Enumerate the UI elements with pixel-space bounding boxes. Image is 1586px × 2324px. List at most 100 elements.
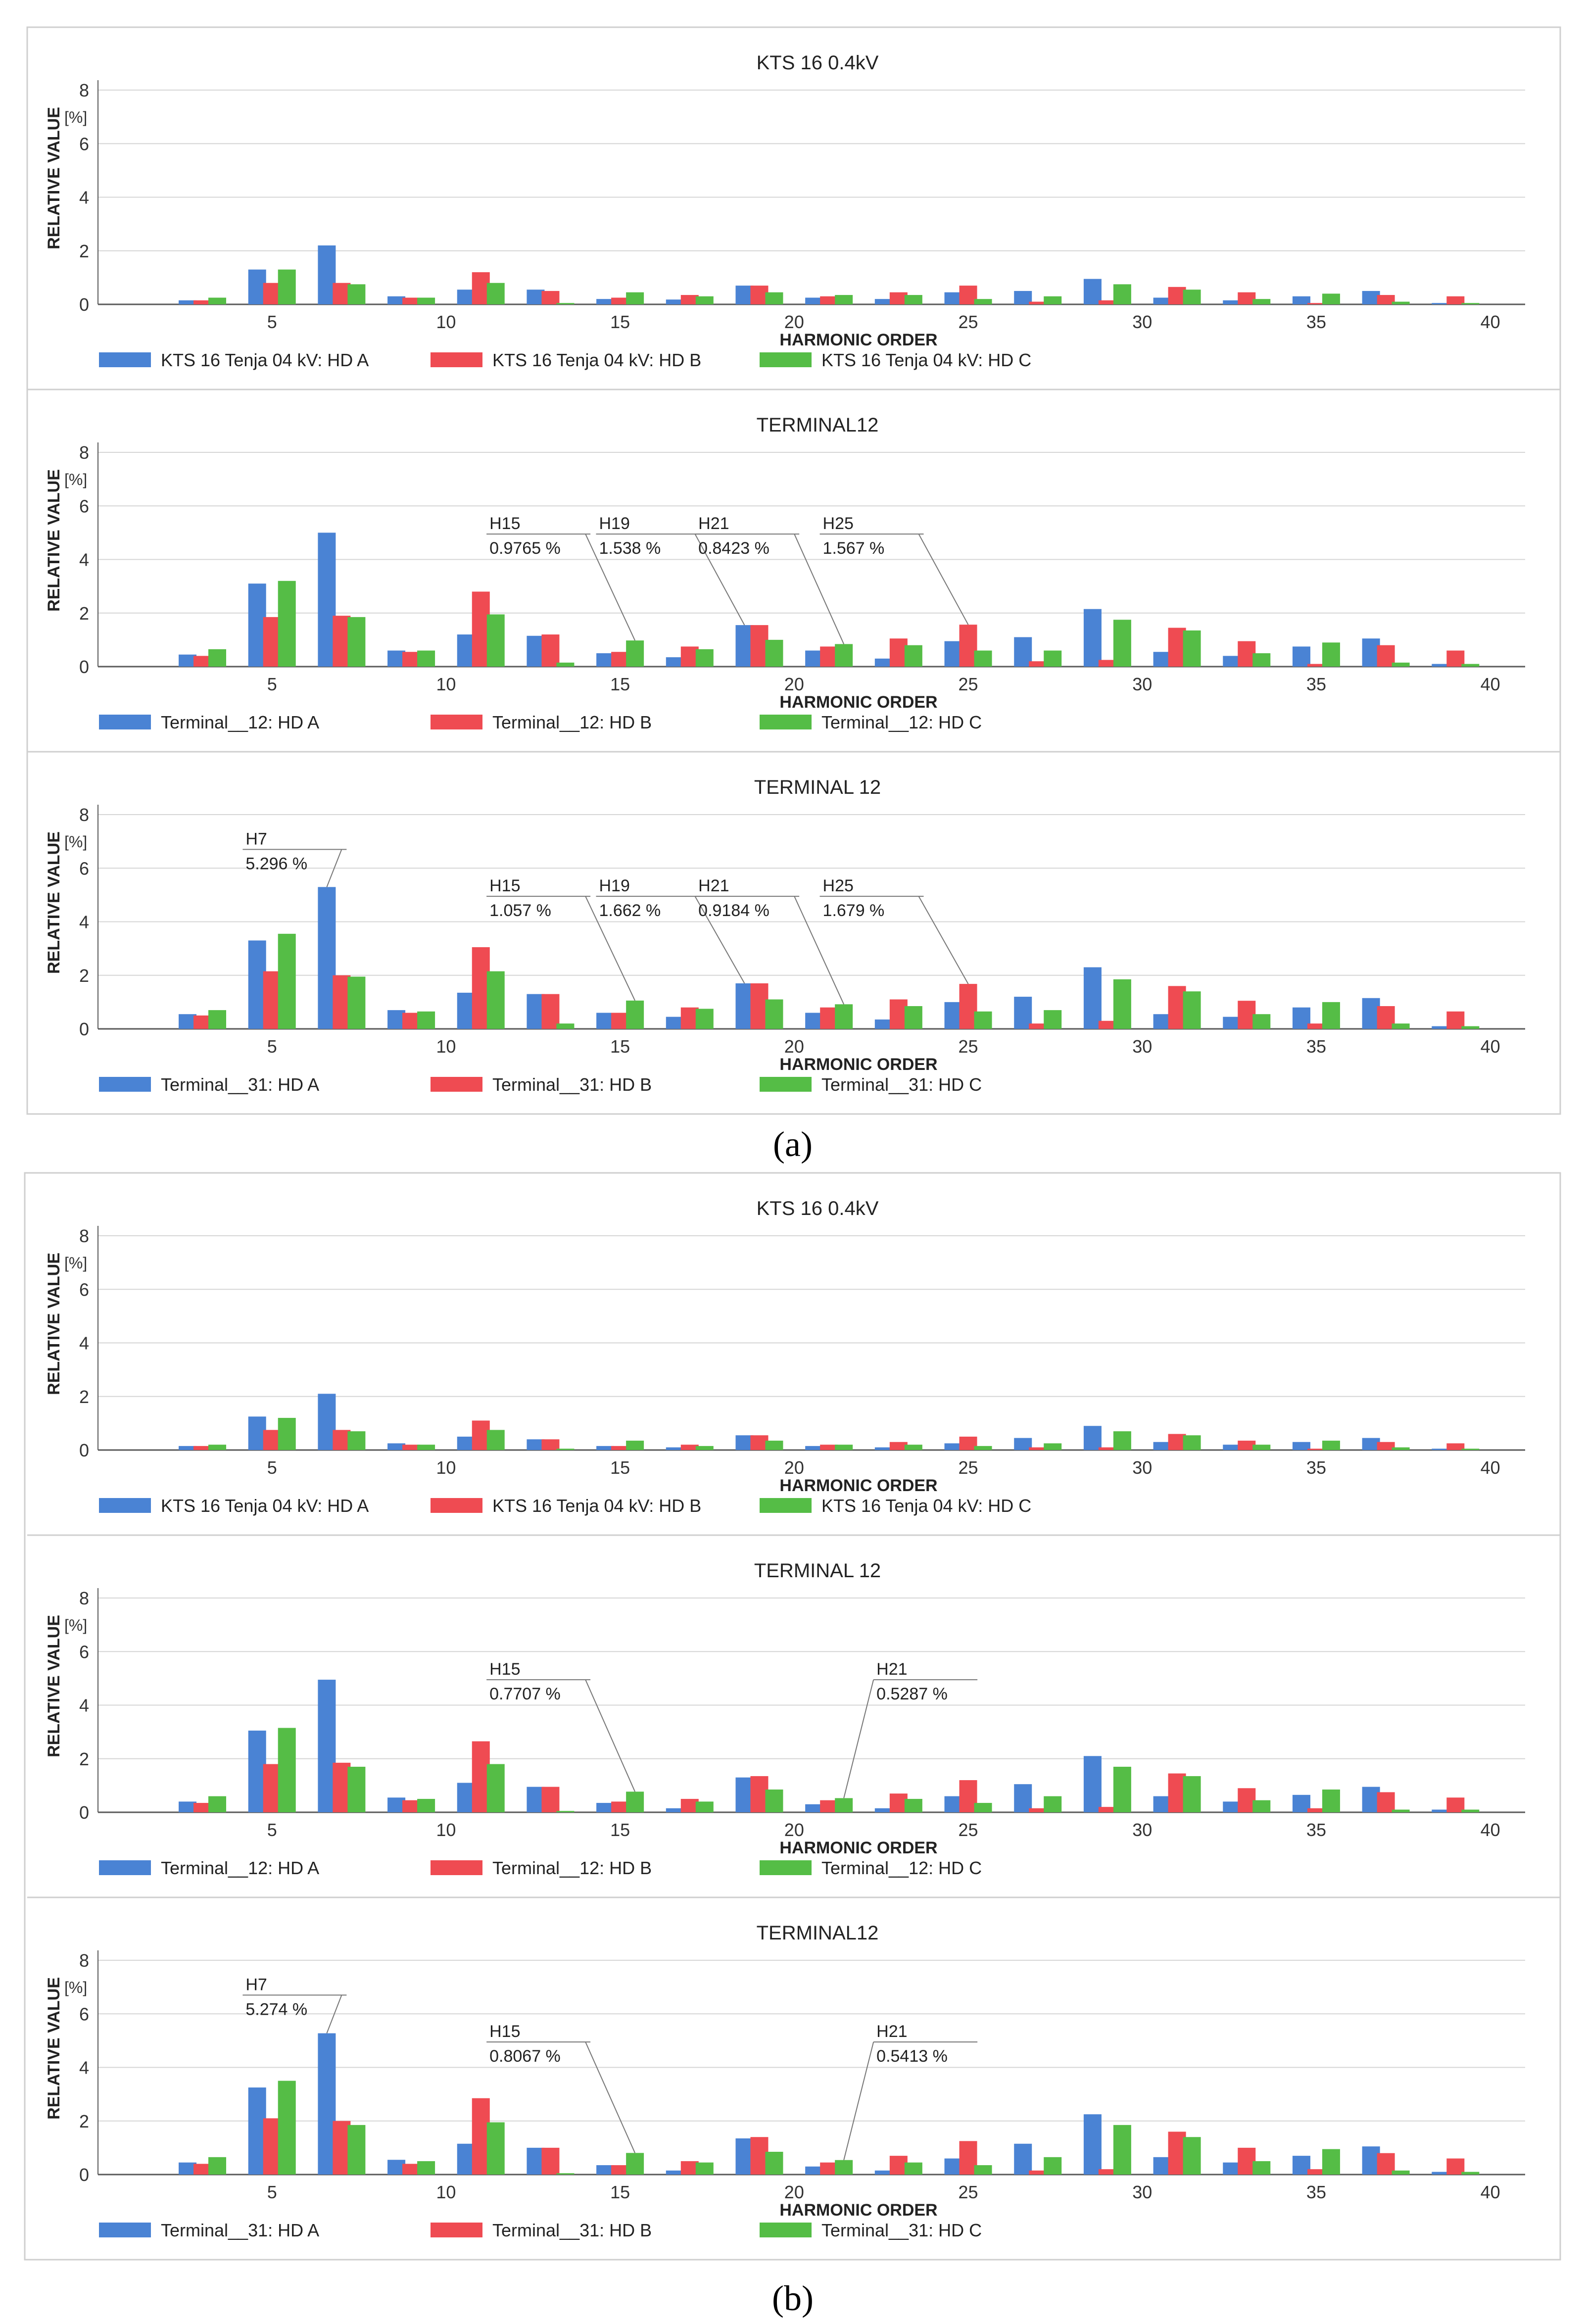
bar-b-h13 <box>541 634 560 667</box>
bar-a-h17 <box>666 1808 684 1812</box>
bar-c-h23 <box>904 1006 922 1029</box>
annotation-label: H21 <box>876 2022 907 2041</box>
x-tick-label: 25 <box>959 312 978 332</box>
bar-b-h29 <box>1098 1020 1116 1029</box>
bar-a-h23 <box>874 2170 893 2175</box>
bar-c-h17 <box>695 649 714 667</box>
annotation-label: H21 <box>698 876 729 895</box>
annotation-value: 0.5287 % <box>876 1685 948 1703</box>
chart-title: KTS 16 0.4kV <box>757 52 879 74</box>
legend-label-c: Terminal__12: HD C <box>821 712 982 732</box>
bar-a-h13 <box>527 1439 545 1450</box>
y-unit: [%] <box>64 108 87 126</box>
legend-swatch-b <box>431 2223 482 2237</box>
x-tick-label: 20 <box>784 2182 804 2202</box>
bar-b-h9 <box>402 2164 421 2175</box>
x-tick-label: 25 <box>959 1036 978 1057</box>
chart-panel-1: KTS 16 0.4kV 0 2 4 6 8 [%]RELATIVE VALUE 5 10 15 2… <box>45 52 1525 370</box>
legend-label-c: Terminal__31: HD C <box>821 1074 982 1095</box>
bar-c-h15 <box>626 1441 644 1450</box>
bar-c-h29 <box>1113 620 1131 667</box>
bar-a-h5 <box>248 940 266 1029</box>
bar-b-h3 <box>193 1803 212 1812</box>
annotation-leader <box>843 1679 874 1798</box>
y-axis-title: RELATIVE VALUE <box>45 107 63 249</box>
bar-b-h21 <box>820 1445 838 1450</box>
y-tick-label: 4 <box>79 188 89 208</box>
x-axis-title: HARMONIC ORDER <box>779 2201 937 2220</box>
bar-b-h17 <box>680 295 699 304</box>
legend-swatch-a <box>99 352 151 367</box>
annotation-label: H15 <box>489 514 520 533</box>
bar-a-h15 <box>596 1446 615 1450</box>
bar-c-h3 <box>208 1010 227 1029</box>
y-tick-label: 0 <box>79 657 89 677</box>
x-tick-label: 10 <box>436 2182 456 2202</box>
bar-b-h23 <box>889 1442 908 1450</box>
y-tick-label: 0 <box>79 294 89 315</box>
bar-c-h9 <box>417 1445 435 1450</box>
legend-label-c: KTS 16 Tenja 04 kV: HD C <box>821 350 1031 370</box>
y-tick-label: 2 <box>79 1749 89 1769</box>
bar-b-h35 <box>1307 2169 1325 2175</box>
bar-b-h13 <box>541 290 560 304</box>
bar-c-h15 <box>626 640 644 667</box>
bar-c-h13 <box>556 1811 575 1812</box>
bar-b-h27 <box>1029 661 1047 667</box>
bar-c-h25 <box>974 1446 992 1450</box>
bar-c-h15 <box>626 2153 644 2175</box>
y-tick-label: 6 <box>79 2004 89 2024</box>
legend-swatch-b <box>431 352 482 367</box>
x-tick-label: 40 <box>1481 1036 1500 1057</box>
bar-c-h5 <box>278 269 296 304</box>
bar-c-h37 <box>1392 301 1410 304</box>
bar-a-h35 <box>1292 646 1310 667</box>
bar-c-h25 <box>974 1803 992 1812</box>
x-tick-label: 25 <box>959 674 978 694</box>
bar-c-h31 <box>1183 290 1201 304</box>
bar-b-h35 <box>1307 1449 1325 1450</box>
bar-a-h39 <box>1432 664 1450 667</box>
bar-b-h27 <box>1029 1023 1047 1029</box>
bar-c-h31 <box>1183 630 1201 667</box>
legend-swatch-a <box>99 1498 151 1513</box>
bar-c-h9 <box>417 1798 435 1812</box>
bar-c-h11 <box>486 971 505 1029</box>
bar-b-h9 <box>402 1445 421 1450</box>
bar-b-h27 <box>1029 2170 1047 2175</box>
bar-c-h29 <box>1113 1431 1131 1450</box>
annotation-leader <box>794 896 845 1005</box>
legend-label-c: Terminal__12: HD C <box>821 1858 982 1878</box>
x-tick-label: 10 <box>436 1820 456 1840</box>
x-tick-label: 35 <box>1306 312 1326 332</box>
y-tick-label: 8 <box>79 1226 89 1246</box>
bar-c-h7 <box>347 976 366 1029</box>
annotation-leader <box>843 2041 874 2160</box>
bar-b-h15 <box>611 1446 629 1450</box>
bar-c-h33 <box>1252 299 1271 304</box>
bar-c-h23 <box>904 1445 922 1450</box>
bar-a-h21 <box>805 297 823 304</box>
annotation-label: H7 <box>245 829 267 848</box>
annotation-leader <box>694 896 745 984</box>
bar-c-h31 <box>1183 2137 1201 2175</box>
x-tick-label: 15 <box>610 674 630 694</box>
caption-b: (b) <box>772 2278 814 2318</box>
annotation-value: 0.8067 % <box>489 2047 561 2066</box>
x-tick-label: 30 <box>1132 1457 1152 1478</box>
bar-c-h29 <box>1113 284 1131 304</box>
bar-c-h21 <box>835 644 853 667</box>
bar-a-h33 <box>1223 1801 1241 1812</box>
bar-a-h9 <box>387 1443 406 1450</box>
x-axis-title: HARMONIC ORDER <box>779 1476 937 1495</box>
y-tick-label: 8 <box>79 1588 89 1608</box>
bar-c-h11 <box>486 283 505 304</box>
bar-c-h23 <box>904 2162 922 2175</box>
bar-c-h37 <box>1392 1023 1410 1029</box>
bar-c-h25 <box>974 2165 992 2175</box>
legend-label-a: Terminal__12: HD A <box>161 1858 319 1878</box>
x-tick-label: 30 <box>1132 674 1152 694</box>
bar-b-h15 <box>611 2165 629 2175</box>
bar-c-h21 <box>835 295 853 304</box>
x-tick-label: 40 <box>1481 2182 1500 2202</box>
